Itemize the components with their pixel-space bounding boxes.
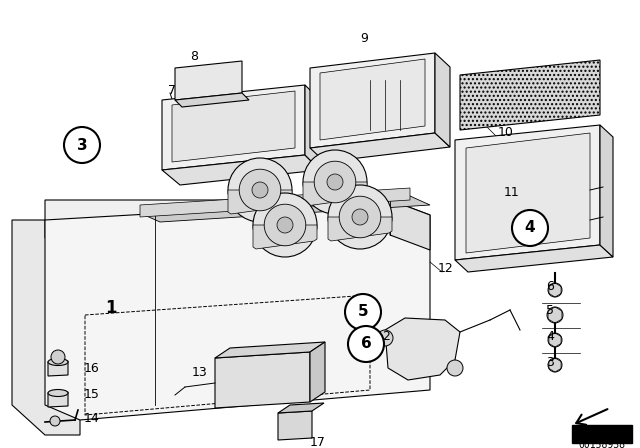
Text: 5: 5 [358,305,368,319]
Polygon shape [310,53,435,148]
Polygon shape [328,217,392,241]
Polygon shape [278,411,312,440]
Polygon shape [162,155,320,185]
Polygon shape [600,125,613,257]
Circle shape [548,358,562,372]
Text: 3: 3 [546,356,554,369]
Text: 6: 6 [546,280,554,293]
Polygon shape [466,133,590,253]
Polygon shape [305,85,320,170]
Ellipse shape [48,358,68,366]
Circle shape [253,193,317,257]
Circle shape [327,174,343,190]
FancyArrowPatch shape [576,409,607,425]
Circle shape [264,204,306,246]
Polygon shape [303,182,367,206]
Circle shape [512,210,548,246]
Polygon shape [455,125,600,260]
Polygon shape [253,225,317,249]
Polygon shape [140,196,430,222]
Text: 00158938: 00158938 [579,440,625,448]
Polygon shape [320,59,425,140]
Text: 4: 4 [525,220,535,236]
Text: 11: 11 [504,185,520,198]
Text: 7: 7 [168,83,176,96]
Circle shape [548,333,562,347]
Bar [572,425,632,443]
Circle shape [547,307,563,323]
Text: 8: 8 [190,51,198,64]
Text: 4: 4 [546,329,554,343]
Text: 5: 5 [546,305,554,318]
Polygon shape [460,60,600,130]
Text: 17: 17 [310,436,326,448]
Text: 13: 13 [192,366,208,379]
Polygon shape [228,190,292,214]
Circle shape [64,127,100,163]
Text: 12: 12 [438,262,454,275]
Circle shape [228,158,292,222]
Text: 00158938: 00158938 [580,430,623,439]
Text: 1: 1 [105,299,116,317]
Polygon shape [175,93,249,107]
Polygon shape [215,342,325,358]
Polygon shape [175,61,242,100]
Text: 2: 2 [382,331,390,344]
Circle shape [328,185,392,249]
Circle shape [548,283,562,297]
Polygon shape [45,200,390,238]
Polygon shape [310,342,325,402]
Text: 14: 14 [84,412,100,425]
Polygon shape [390,200,430,250]
Polygon shape [435,53,450,147]
Circle shape [447,360,463,376]
Circle shape [252,182,268,198]
Polygon shape [162,85,305,170]
Ellipse shape [48,389,68,396]
Polygon shape [12,220,80,435]
Circle shape [348,326,384,362]
Polygon shape [48,361,68,376]
Circle shape [239,169,281,211]
Circle shape [345,294,381,330]
Circle shape [277,217,293,233]
Polygon shape [215,352,310,408]
Polygon shape [455,245,613,272]
Polygon shape [172,91,295,162]
Circle shape [50,416,60,426]
Circle shape [303,150,367,214]
Circle shape [377,330,393,346]
Circle shape [314,161,356,203]
Polygon shape [45,200,430,420]
Text: 10: 10 [498,125,514,138]
Circle shape [339,196,381,238]
Text: 3: 3 [77,138,87,152]
Text: 9: 9 [360,31,368,44]
Polygon shape [385,318,460,380]
Text: 6: 6 [360,336,371,352]
Circle shape [51,350,65,364]
Circle shape [352,209,368,225]
Polygon shape [310,133,450,162]
Polygon shape [278,403,324,413]
Polygon shape [48,392,68,407]
Polygon shape [140,188,410,217]
Text: 15: 15 [84,388,100,401]
Text: 16: 16 [84,362,100,375]
